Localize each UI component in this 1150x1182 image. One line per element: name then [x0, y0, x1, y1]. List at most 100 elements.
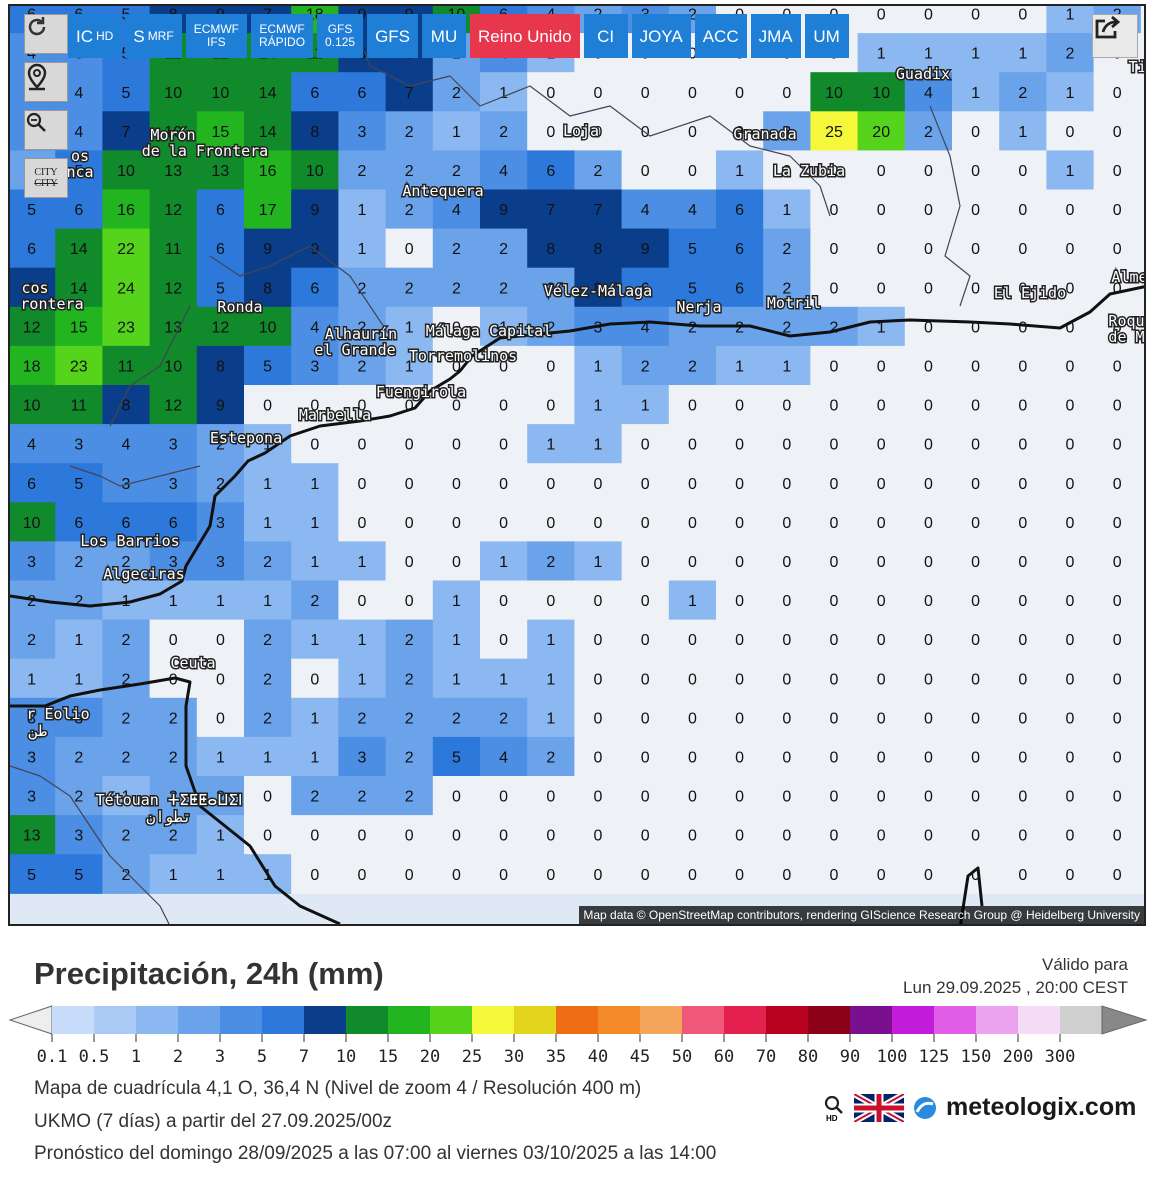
grid-value: 2: [782, 124, 791, 141]
grid-value: 0: [971, 358, 980, 375]
grid-value: 2: [546, 554, 555, 571]
grid-value: 10: [259, 319, 277, 336]
grid-value: 20: [872, 124, 890, 141]
grid-cell: [999, 619, 1047, 660]
grid-value: 5: [74, 476, 83, 493]
model-button-4[interactable]: GFS 0.125: [317, 14, 364, 58]
grid-cell: [574, 267, 623, 308]
grid-value: 1: [546, 710, 555, 727]
model-button-3[interactable]: ECMWF RÁPIDO: [251, 14, 314, 58]
grid-value: 1: [877, 319, 886, 336]
grid-value: 14: [70, 280, 88, 297]
grid-info: Mapa de cuadrícula 4,1 O, 36,4 N (Nivel …: [34, 1078, 642, 1099]
grid-value: 2: [405, 789, 414, 806]
grid-value: 0: [1066, 437, 1075, 454]
grid-value: 2: [499, 241, 508, 258]
grid-cell: [102, 580, 151, 621]
grid-cell: [1140, 150, 1144, 191]
place-label: Almer: [1111, 268, 1146, 286]
grid-cell: [385, 619, 434, 660]
location-button[interactable]: [24, 62, 68, 102]
grid-value: 0: [688, 632, 697, 649]
grid-value: 0: [546, 828, 555, 845]
grid-cell: [291, 854, 339, 894]
grid-value: 0: [971, 593, 980, 610]
grid-cell: [1093, 580, 1142, 621]
refresh-button[interactable]: [24, 14, 68, 54]
legend-label: 45: [630, 1047, 650, 1067]
grid-cell: [244, 267, 292, 308]
grid-value: 0: [1066, 554, 1075, 571]
grid-value: 0: [499, 828, 508, 845]
grid-cell: [1140, 111, 1144, 151]
model-button-8[interactable]: CI: [583, 14, 628, 58]
grid-value: 0: [1066, 632, 1075, 649]
share-button[interactable]: [1092, 14, 1138, 58]
grid-value: 0: [877, 515, 886, 532]
map-canvas[interactable]: 6658971899106423200000001204351111141188…: [10, 6, 1146, 926]
grid-cell: [763, 658, 811, 699]
grid-cell: [904, 189, 953, 230]
grid-value: 0: [452, 319, 461, 336]
city-toggle-button[interactable]: CITY CITY: [24, 158, 68, 198]
model-button-11[interactable]: JMA: [750, 14, 801, 58]
grid-cell: [480, 502, 528, 542]
grid-cell: [196, 619, 245, 660]
city-label-off: CITY: [34, 178, 58, 189]
grid-value: 7: [122, 124, 131, 141]
grid-value: 0: [546, 124, 555, 141]
grid-cell: [763, 463, 811, 503]
model-button-10[interactable]: ACC: [694, 14, 747, 58]
legend-swatch: [640, 1006, 683, 1034]
grid-value: 8: [122, 398, 131, 415]
model-button-2[interactable]: ECMWF IFS: [185, 14, 248, 58]
grid-value: 0: [924, 789, 933, 806]
legend-label: 100: [877, 1047, 908, 1067]
grid-value: 2: [358, 319, 367, 336]
grid-cell: [904, 815, 953, 855]
grid-cell: [857, 736, 906, 777]
model-button-7[interactable]: Reino Unido: [470, 14, 580, 58]
legend-arrow-low: [8, 1005, 53, 1035]
grid-value: 0: [358, 593, 367, 610]
model-button-6[interactable]: MU: [422, 14, 467, 58]
model-button-0[interactable]: IC HD: [68, 14, 122, 58]
model-button-9[interactable]: JOYA: [631, 14, 691, 58]
brand[interactable]: HD meteologix.com: [822, 1093, 1136, 1122]
grid-value: 3: [74, 828, 83, 845]
grid-cell: [668, 541, 717, 582]
zoom-button[interactable]: [24, 110, 68, 150]
grid-cell: [10, 463, 56, 503]
legend-label: 35: [546, 1047, 566, 1067]
grid-cell: [1093, 658, 1142, 699]
grid-value: 0: [782, 828, 791, 845]
grid-value: 0: [452, 828, 461, 845]
grid-cell: [668, 619, 717, 660]
grid-cell: [338, 658, 387, 699]
legend-swatch: [1060, 1006, 1103, 1034]
uk-flag-icon[interactable]: [854, 1093, 904, 1122]
precipitation-map[interactable]: 6658971899106423200000001204351111141188…: [8, 4, 1146, 926]
grid-cell: [385, 111, 434, 151]
grid-value: 0: [358, 828, 367, 845]
legend-swatch: [892, 1006, 935, 1034]
grid-cell: [574, 854, 623, 894]
grid-value: 1: [358, 554, 367, 571]
grid-cell: [338, 541, 387, 582]
grid-value: 2: [358, 280, 367, 297]
grid-value: 0: [499, 593, 508, 610]
grid-value: 0: [1113, 280, 1122, 297]
grid-cell: [952, 267, 1000, 308]
grid-value: 0: [263, 398, 272, 415]
grid-value: 2: [1066, 46, 1075, 63]
model-button-5[interactable]: GFS: [367, 14, 419, 58]
place-label: Torremolinos: [409, 347, 517, 365]
grid-value: 6: [74, 202, 83, 219]
model-button-12[interactable]: UM: [804, 14, 849, 58]
legend-label: 20: [420, 1047, 440, 1067]
place-label: nca: [66, 163, 93, 181]
model-button-1[interactable]: S MRF: [125, 14, 182, 58]
grid-cell: [904, 541, 953, 582]
grid-value: 6: [27, 476, 36, 493]
grid-cell: [527, 424, 575, 464]
